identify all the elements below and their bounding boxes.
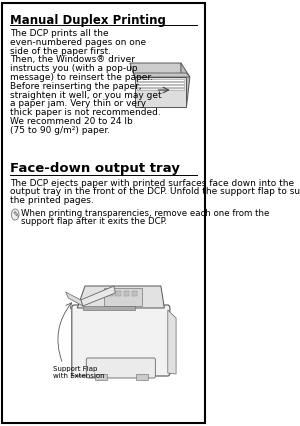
Text: ✎: ✎ xyxy=(12,210,18,219)
Text: Support Flap
with Extension: Support Flap with Extension xyxy=(53,366,105,379)
Text: output tray in the front of the DCP. Unfold the support flap to support: output tray in the front of the DCP. Unf… xyxy=(10,187,300,196)
Text: (75 to 90 g/m²) paper.: (75 to 90 g/m²) paper. xyxy=(10,126,110,135)
Text: Before reinserting the paper,: Before reinserting the paper, xyxy=(10,82,141,91)
Polygon shape xyxy=(137,79,184,81)
Bar xyxy=(124,291,129,296)
Text: a paper jam. Very thin or very: a paper jam. Very thin or very xyxy=(10,99,146,108)
Text: the printed pages.: the printed pages. xyxy=(10,196,93,205)
Bar xyxy=(94,374,107,380)
Bar xyxy=(132,291,137,296)
Polygon shape xyxy=(66,292,83,306)
Polygon shape xyxy=(137,82,184,84)
Text: Manual Duplex Printing: Manual Duplex Printing xyxy=(10,14,166,27)
Bar xyxy=(103,288,142,306)
Text: support flap after it exits the DCP.: support flap after it exits the DCP. xyxy=(21,217,167,226)
Text: The DCP prints all the: The DCP prints all the xyxy=(10,29,108,38)
Polygon shape xyxy=(135,73,190,77)
Text: The DCP ejects paper with printed surfaces face down into the: The DCP ejects paper with printed surfac… xyxy=(10,179,294,188)
Text: Face-down output tray: Face-down output tray xyxy=(10,162,179,175)
Polygon shape xyxy=(168,310,176,374)
Bar xyxy=(83,306,135,310)
Polygon shape xyxy=(137,88,184,90)
Bar xyxy=(115,291,121,296)
Polygon shape xyxy=(130,63,186,77)
Polygon shape xyxy=(81,286,115,306)
Polygon shape xyxy=(77,286,164,308)
Circle shape xyxy=(11,209,19,220)
Text: Then, the Windows® driver: Then, the Windows® driver xyxy=(10,55,135,64)
Bar xyxy=(107,291,112,296)
Text: We recommend 20 to 24 lb: We recommend 20 to 24 lb xyxy=(10,117,132,126)
Polygon shape xyxy=(135,77,186,107)
Polygon shape xyxy=(137,85,184,87)
Text: When printing transparencies, remove each one from the: When printing transparencies, remove eac… xyxy=(21,208,270,218)
Polygon shape xyxy=(181,63,190,107)
FancyBboxPatch shape xyxy=(86,358,155,378)
FancyBboxPatch shape xyxy=(72,305,170,376)
Text: instructs you (with a pop-up: instructs you (with a pop-up xyxy=(10,64,137,73)
Bar xyxy=(136,374,148,380)
Text: thick paper is not recommended.: thick paper is not recommended. xyxy=(10,108,160,117)
Text: even-numbered pages on one: even-numbered pages on one xyxy=(10,38,146,47)
Text: straighten it well, or you may get: straighten it well, or you may get xyxy=(10,91,161,100)
Text: side of the paper first.: side of the paper first. xyxy=(10,46,111,56)
Text: message) to reinsert the paper.: message) to reinsert the paper. xyxy=(10,73,153,82)
